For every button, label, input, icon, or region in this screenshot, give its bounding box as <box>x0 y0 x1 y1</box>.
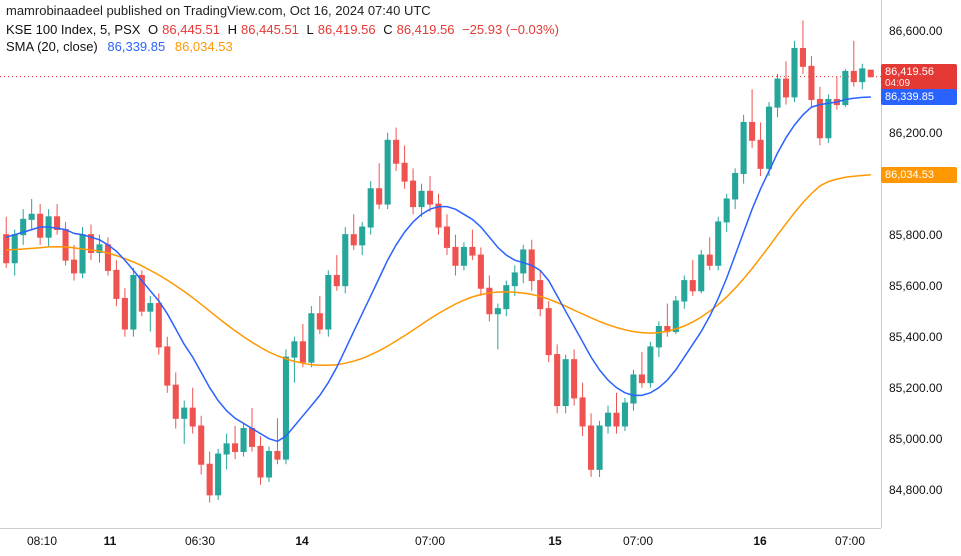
x-axis-label: 14 <box>295 534 308 548</box>
y-axis-label: 85,800.00 <box>889 228 942 242</box>
symbol-label: KSE 100 Index, 5, PSX <box>6 22 140 37</box>
y-axis-label: 84,800.00 <box>889 483 942 497</box>
x-axis-label: 15 <box>548 534 561 548</box>
x-axis-label: 07:00 <box>415 534 445 548</box>
chart-container: mamrobinaadeel published on TradingView.… <box>0 0 961 556</box>
x-axis-label: 07:00 <box>623 534 653 548</box>
y-axis-label: 86,600.00 <box>889 24 942 38</box>
open-value: 86,445.51 <box>162 22 220 37</box>
y-axis-label: 86,200.00 <box>889 126 942 140</box>
y-axis-label: 85,400.00 <box>889 330 942 344</box>
low-label: L <box>307 22 314 37</box>
x-axis-border <box>0 528 881 529</box>
x-axis-label: 07:00 <box>835 534 865 548</box>
sma-title: SMA (20, close) <box>6 39 98 54</box>
chart-plot-area[interactable] <box>0 0 881 528</box>
price-tag: 86,339.85 <box>881 89 957 105</box>
sma20-value: 86,339.85 <box>107 39 165 54</box>
y-axis-label: 85,600.00 <box>889 279 942 293</box>
attribution-text: mamrobinaadeel published on TradingView.… <box>6 3 431 18</box>
open-label: O <box>148 22 158 37</box>
close-value: 86,419.56 <box>397 22 455 37</box>
y-axis-label: 85,000.00 <box>889 432 942 446</box>
chart-svg <box>0 0 881 528</box>
x-axis-label: 06:30 <box>185 534 215 548</box>
sma50-value: 86,034.53 <box>175 39 233 54</box>
chart-legend: KSE 100 Index, 5, PSX O 86,445.51 H 86,445… <box>6 22 563 54</box>
change-value: −25.93 (−0.03%) <box>462 22 559 37</box>
x-axis-label: 08:10 <box>27 534 57 548</box>
legend-line-ohlc: KSE 100 Index, 5, PSX O 86,445.51 H 86,445… <box>6 22 563 37</box>
y-axis-label: 85,200.00 <box>889 381 942 395</box>
x-axis: 08:10 11 06:30 14 07:00 15 07:00 16 07:00 <box>0 528 881 556</box>
high-value: 86,445.51 <box>241 22 299 37</box>
close-label: C <box>383 22 392 37</box>
y-axis: 86,600.0086,400.0086,200.0085,800.0085,6… <box>881 0 961 528</box>
price-tag: 86,034.53 <box>881 167 957 183</box>
x-axis-label: 11 <box>104 534 117 548</box>
low-value: 86,419.56 <box>318 22 376 37</box>
legend-line-sma: SMA (20, close) 86,339.85 86,034.53 <box>6 39 563 54</box>
price-tag: 86,419.5604:09 <box>881 64 957 91</box>
x-axis-label: 16 <box>753 534 766 548</box>
high-label: H <box>228 22 237 37</box>
